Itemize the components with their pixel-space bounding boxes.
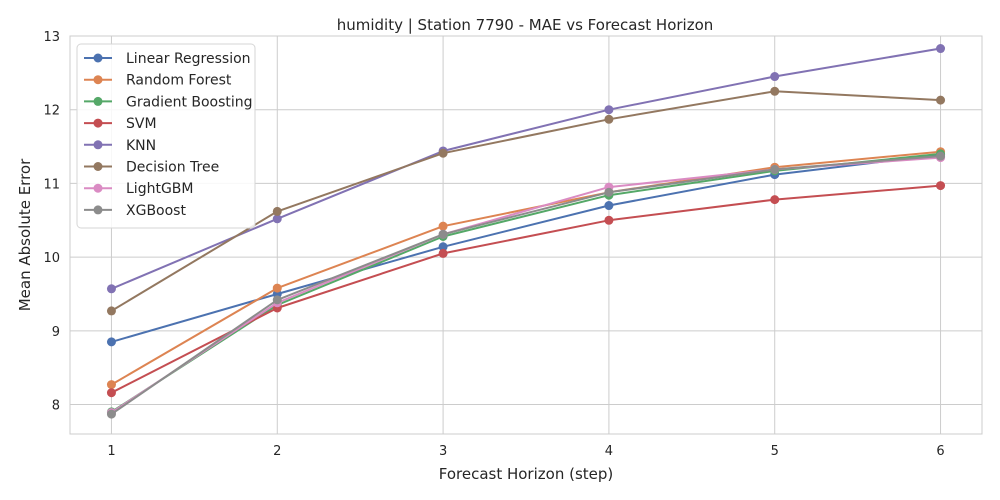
legend-item: KNN xyxy=(84,138,156,154)
x-tick-label: 5 xyxy=(771,444,779,459)
legend-marker xyxy=(93,140,103,150)
data-point-linear-regression xyxy=(604,201,614,211)
x-tick-label: 4 xyxy=(605,444,613,459)
legend-marker xyxy=(93,53,103,63)
data-point-svm xyxy=(106,388,116,398)
y-tick-label: 11 xyxy=(43,177,60,192)
data-point-xgboost xyxy=(438,229,448,239)
y-tick-label: 8 xyxy=(52,399,60,414)
legend-item: Decision Tree xyxy=(84,160,219,176)
legend-item: Random Forest xyxy=(84,73,232,89)
data-point-xgboost xyxy=(106,409,116,419)
legend-label: Gradient Boosting xyxy=(126,94,253,110)
legend-item: XGBoost xyxy=(84,203,186,219)
legend-box xyxy=(76,43,256,229)
data-point-random-forest xyxy=(106,380,116,390)
legend-label: Linear Regression xyxy=(126,51,251,67)
data-point-knn xyxy=(936,44,946,54)
y-tick-label: 12 xyxy=(43,104,60,119)
legend-marker xyxy=(93,205,103,215)
plot-frame xyxy=(69,35,983,435)
series-xgboost xyxy=(106,151,946,419)
legend-marker xyxy=(93,75,103,85)
data-point-decision-tree xyxy=(604,114,614,124)
series-line-xgboost xyxy=(110,155,941,415)
series-layer xyxy=(106,44,946,419)
x-tick-label: 1 xyxy=(107,444,115,459)
data-point-svm xyxy=(936,181,946,191)
data-point-decision-tree xyxy=(106,306,116,316)
data-point-decision-tree xyxy=(770,86,780,96)
legend-item: Linear Regression xyxy=(84,51,251,67)
legend-marker xyxy=(93,162,103,171)
y-tick-label: 10 xyxy=(43,251,60,266)
legend-marker xyxy=(93,183,103,193)
legend-marker xyxy=(93,118,103,128)
data-point-svm xyxy=(438,248,448,258)
data-point-decision-tree xyxy=(438,148,448,158)
legend-label: SVM xyxy=(126,116,157,132)
data-point-xgboost xyxy=(770,164,780,174)
series-line-linear-regression xyxy=(111,153,941,343)
series-line-random-forest xyxy=(110,150,941,386)
chart-title: humidity | Station 7790 - MAE vs Forecas… xyxy=(337,16,714,34)
x-axis-label: Forecast Horizon (step) xyxy=(439,465,614,483)
series-knn xyxy=(106,44,946,294)
data-point-linear-regression xyxy=(438,242,448,252)
data-point-knn xyxy=(106,284,116,294)
data-point-random-forest xyxy=(438,221,448,231)
data-point-xgboost xyxy=(272,295,282,305)
x-tick-label: 6 xyxy=(936,444,944,459)
legend-label: LightGBM xyxy=(126,181,193,197)
legend-item: LightGBM xyxy=(84,181,193,197)
legend-label: Decision Tree xyxy=(126,160,219,176)
legend-marker xyxy=(93,96,103,106)
legend: Linear Regression Random Forest Gradient B… xyxy=(76,43,256,229)
y-tick-label: 9 xyxy=(52,325,60,340)
legend-label: KNN xyxy=(126,138,156,154)
data-point-svm xyxy=(604,215,614,225)
x-tick-label: 2 xyxy=(273,444,281,459)
x-tick-label: 3 xyxy=(439,444,447,459)
series-line-knn xyxy=(111,47,941,290)
y-axis-label: Mean Absolute Error xyxy=(16,158,34,311)
data-point-knn xyxy=(272,214,282,224)
data-point-xgboost xyxy=(936,151,946,161)
data-point-knn xyxy=(604,105,614,115)
legend-label: XGBoost xyxy=(126,203,186,219)
series-linear-regression xyxy=(106,150,946,347)
legend-label: Random Forest xyxy=(126,73,232,89)
data-point-decision-tree xyxy=(936,95,946,105)
data-point-xgboost xyxy=(604,187,614,197)
y-tick-label: 13 xyxy=(43,30,60,45)
data-point-decision-tree xyxy=(272,206,282,216)
legend-item: Gradient Boosting xyxy=(84,94,253,110)
data-point-linear-regression xyxy=(106,337,116,347)
data-point-random-forest xyxy=(272,283,282,293)
data-point-knn xyxy=(770,72,780,82)
data-point-svm xyxy=(770,195,780,205)
legend-item: SVM xyxy=(84,116,157,132)
